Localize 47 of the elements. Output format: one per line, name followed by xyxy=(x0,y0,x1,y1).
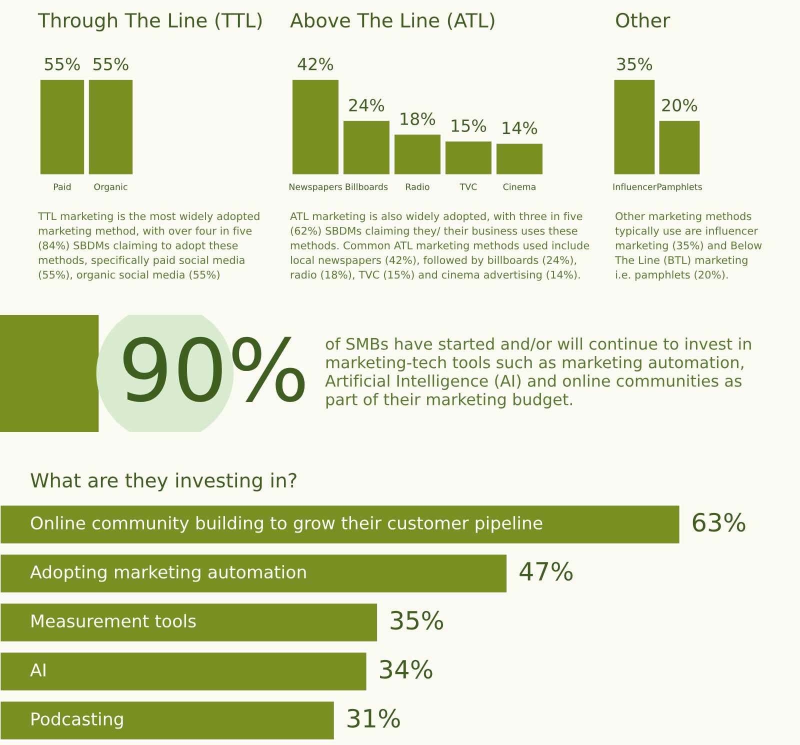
data-label: 34% xyxy=(380,660,432,679)
bar xyxy=(0,504,681,545)
x-tick-label: Billboards xyxy=(346,183,388,190)
bar xyxy=(0,651,368,692)
data-label: 55% xyxy=(45,58,80,70)
bar xyxy=(0,553,508,594)
chart-title: Other xyxy=(616,12,670,28)
text: Other marketing methods typically use are influencer marketing (35%) and Below The Line (BTL) marketing i.e. pamphlets (20%). xyxy=(614,212,762,281)
x-tick-label: TVC xyxy=(460,183,477,190)
bar xyxy=(393,133,442,175)
data-label: 35% xyxy=(390,610,444,630)
x-tick-label: Radio xyxy=(406,183,430,190)
chart-title: Above The Line (ATL) xyxy=(290,12,494,30)
text: of SMBs have started and/or will continue to invest in marketing-tech tools such as marketing automation, Artificial Intelligence (AI) and online communities as part of their marketing budget. xyxy=(325,338,751,408)
x-tick-label: Influencer xyxy=(613,183,656,190)
chart-title: What are they investing in? xyxy=(30,472,296,492)
data-label: 14% xyxy=(502,122,538,134)
data-label: 35% xyxy=(617,58,652,70)
chart-title: Through The Line (TTL) xyxy=(38,12,262,32)
bar xyxy=(342,120,391,175)
text: TTL marketing is the most widely adopted marketing method, with over four in five (84%) SBDMs claiming to adopt these methods, specifically paid social media (55%), organic social media (55%) xyxy=(38,212,260,281)
y-tick-label: Online community building to grow their customer pipeline xyxy=(30,516,542,533)
bar xyxy=(0,602,378,643)
y-tick-label: Podcasting xyxy=(32,712,123,729)
data-label: 31% xyxy=(348,708,400,728)
data-label: 47% xyxy=(520,562,573,581)
y-tick-label: Adopting marketing automation xyxy=(30,565,306,582)
data-label: 20% xyxy=(662,98,698,112)
x-tick-label: Paid xyxy=(54,183,71,190)
x-tick-label: Newspapers xyxy=(290,184,342,192)
data-label: 55% xyxy=(94,58,128,70)
x-tick-label: Organic xyxy=(94,183,128,192)
bar xyxy=(444,140,493,175)
text: ATL marketing is also widely adopted, with three in five (62%) SBDMs claiming they/ their business uses these methods. Common ATL marketing methods used include local newspapers (42%), followed by billboards (24%), radio (18%), TVC (15%) and cinema advertising (14%). xyxy=(290,212,590,281)
data-label: 24% xyxy=(349,98,384,112)
y-tick-label: AI xyxy=(30,664,46,676)
x-tick-label: Cinema xyxy=(503,183,536,190)
bar xyxy=(0,700,336,741)
data-label: 63% xyxy=(692,512,746,532)
data-label: 15% xyxy=(452,119,486,132)
text: 90% xyxy=(123,336,305,402)
x-tick-label: Pamphlets xyxy=(658,183,702,192)
bar xyxy=(495,142,544,175)
data-label: 42% xyxy=(298,58,334,70)
bar xyxy=(291,78,340,175)
data-label: 18% xyxy=(400,112,436,126)
y-tick-label: Measurement tools xyxy=(32,614,196,628)
